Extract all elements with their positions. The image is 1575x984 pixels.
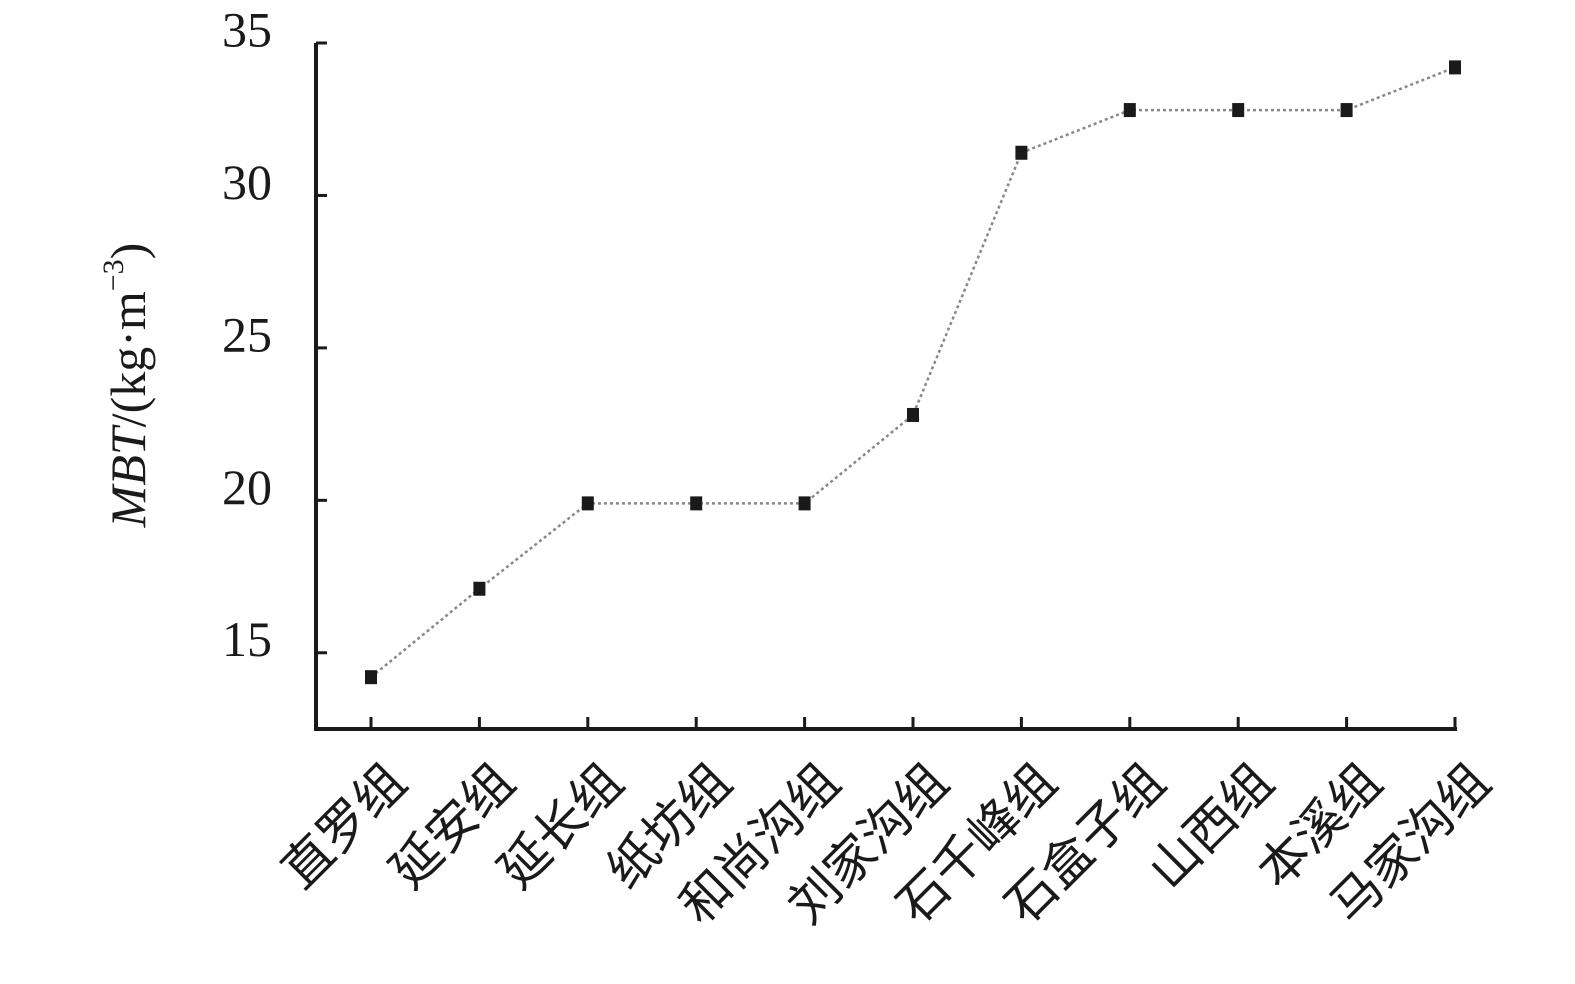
data-point [473,581,486,596]
data-point [1232,103,1245,118]
data-point [1449,60,1461,75]
data-point [1340,103,1353,118]
y-label-part: ) [100,243,156,260]
x-tick-label: 直罗组 [271,753,417,899]
x-tick-label: 延安组 [380,753,526,899]
y-tick-label: 35 [222,1,272,57]
y-axis-label: MBT/(kg·m−3) [97,243,156,529]
data-point [581,496,594,511]
data-point [690,496,703,511]
y-tick-label: 20 [222,459,272,515]
data-point [798,496,811,511]
y-label-part: MBT [100,424,156,528]
data-line [370,66,1456,679]
y-tick-label: 30 [222,154,272,210]
y-tick-label: 15 [222,611,272,667]
y-label-part: −3 [97,259,130,291]
x-tick-label: 延长组 [488,753,634,899]
data-point [1015,145,1028,160]
data-point [907,407,919,422]
y-label-part: /(kg·m [100,291,156,427]
data-point [1123,103,1136,118]
y-tick-label: 25 [222,306,272,362]
data-point [365,670,377,685]
x-tick-label: 山西组 [1138,753,1284,899]
